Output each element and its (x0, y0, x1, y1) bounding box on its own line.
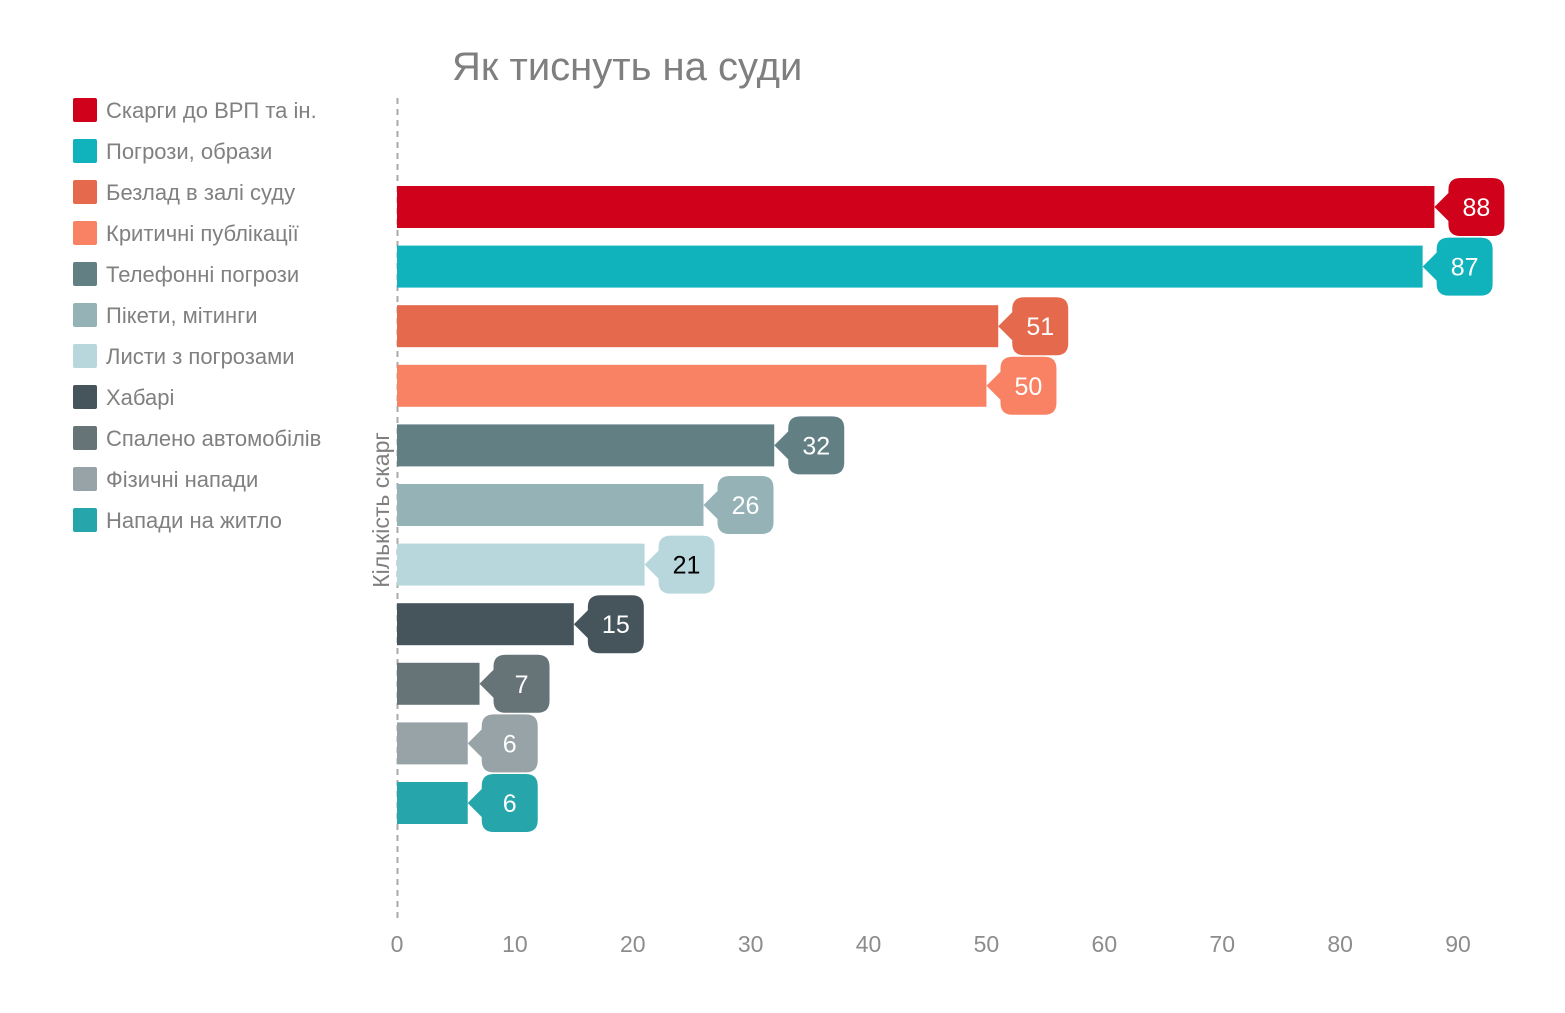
data-label: 87 (1451, 254, 1479, 282)
legend-swatch (73, 344, 97, 368)
legend-swatch (73, 180, 97, 204)
data-label-bubble (703, 476, 774, 534)
legend-label: Пікети, мітинги (106, 303, 258, 328)
data-label: 6 (503, 730, 517, 758)
bar[interactable] (397, 722, 468, 765)
legend-item[interactable]: Спалено автомобілів (73, 426, 321, 451)
bar[interactable] (397, 603, 574, 646)
legend-item[interactable]: Пікети, мітинги (73, 303, 258, 328)
x-tick-label: 90 (1445, 931, 1471, 957)
legend-item[interactable]: Хабарі (73, 385, 174, 410)
legend-label: Напади на житло (106, 508, 282, 533)
data-label-bubble (467, 774, 538, 832)
legend-swatch (73, 262, 97, 286)
data-label: 88 (1463, 194, 1491, 222)
legend-label: Фізичні напади (106, 467, 258, 492)
x-axis-ticks: 0 10 20 30 40 50 60 70 80 90 (391, 931, 1471, 957)
bar[interactable] (397, 364, 987, 407)
legend: Скарги до ВРП та ін. Погрози, образи Безла… (73, 98, 321, 533)
data-label-bubble (1434, 178, 1505, 236)
bar[interactable] (397, 305, 999, 348)
legend-item[interactable]: Безлад в залі суду (73, 180, 295, 205)
data-label-bubble (479, 654, 550, 713)
legend-item[interactable]: Критичні публікації (73, 221, 299, 246)
bar[interactable] (397, 543, 645, 586)
legend-item[interactable]: Телефонні погрози (73, 262, 299, 287)
bar[interactable] (397, 186, 1435, 228)
x-tick-label: 10 (502, 931, 528, 957)
bar[interactable] (397, 484, 704, 526)
data-label: 51 (1026, 313, 1054, 341)
x-tick-label: 70 (1209, 931, 1235, 957)
data-label-bubble (774, 416, 845, 475)
legend-label: Спалено автомобілів (106, 426, 321, 451)
data-label-bubble (467, 714, 538, 773)
legend-swatch (73, 139, 97, 163)
bar[interactable] (397, 424, 775, 467)
x-tick-label: 60 (1092, 931, 1118, 957)
chart-title: Як тиснуть на суди (452, 45, 802, 89)
data-label-bubble (573, 595, 644, 654)
legend-label: Телефонні погрози (106, 262, 299, 287)
legend-label: Критичні публікації (106, 221, 299, 246)
data-label: 21 (673, 552, 701, 580)
legend-swatch (73, 508, 97, 532)
bar[interactable] (397, 662, 480, 705)
legend-swatch (73, 303, 97, 327)
y-axis-label: Кількість скарг (368, 432, 394, 588)
legend-item[interactable]: Скарги до ВРП та ін. (73, 98, 317, 123)
legend-label: Погрози, образи (106, 139, 272, 164)
data-label: 15 (602, 611, 630, 639)
legend-item[interactable]: Фізичні напади (73, 467, 258, 492)
data-label: 26 (732, 492, 760, 520)
legend-swatch (73, 221, 97, 245)
bar[interactable] (397, 245, 1423, 288)
legend-swatch (73, 467, 97, 491)
legend-label: Листи з погрозами (106, 344, 295, 369)
x-tick-label: 30 (738, 931, 764, 957)
x-tick-label: 80 (1327, 931, 1353, 957)
x-tick-label: 0 (391, 931, 404, 957)
bar[interactable] (397, 782, 468, 824)
x-tick-label: 20 (620, 931, 646, 957)
bars: 88 87 51 50 32 26 21 15 7 6 6 (397, 178, 1505, 832)
data-label-bubble (1422, 237, 1493, 296)
data-label-bubble (644, 535, 715, 594)
legend-item[interactable]: Погрози, образи (73, 139, 272, 164)
legend-label: Безлад в залі суду (106, 180, 295, 205)
legend-item[interactable]: Листи з погрозами (73, 344, 295, 369)
legend-label: Скарги до ВРП та ін. (106, 98, 317, 123)
legend-swatch (73, 385, 97, 409)
data-label: 6 (503, 790, 517, 818)
data-label: 32 (802, 432, 830, 460)
legend-label: Хабарі (106, 385, 174, 410)
x-tick-label: 40 (856, 931, 882, 957)
legend-swatch (73, 98, 97, 122)
legend-item[interactable]: Напади на житло (73, 508, 282, 533)
data-label-bubble (998, 297, 1069, 356)
x-tick-label: 50 (974, 931, 1000, 957)
data-label: 7 (515, 671, 529, 699)
data-label-bubble (986, 356, 1057, 415)
legend-swatch (73, 426, 97, 450)
data-label: 50 (1015, 373, 1043, 401)
